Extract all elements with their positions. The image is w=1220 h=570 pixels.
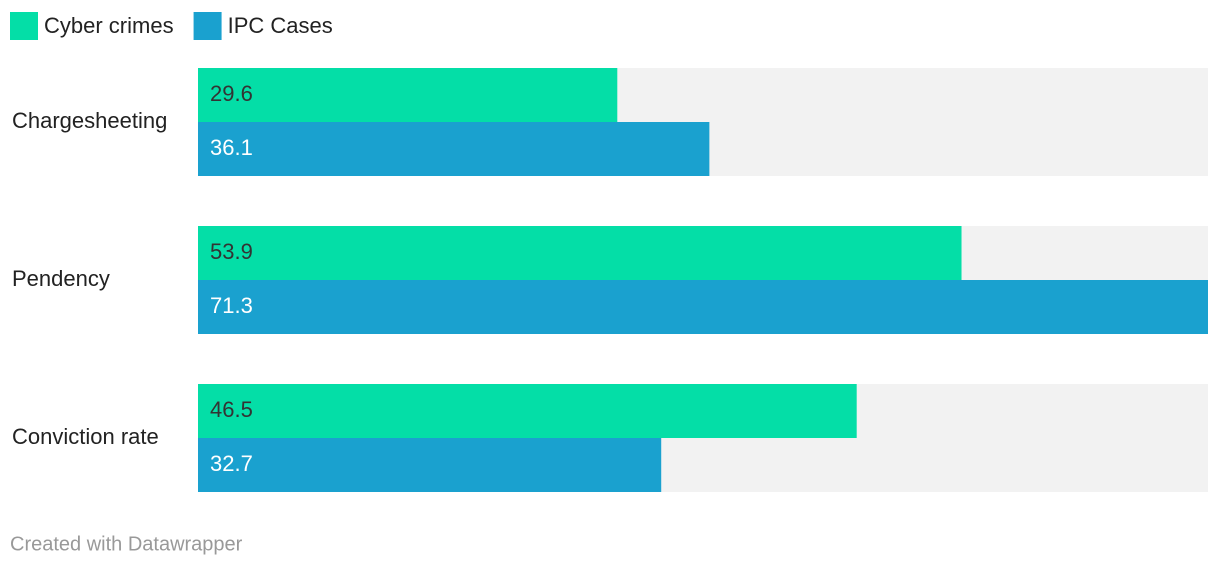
bar xyxy=(198,122,710,176)
value-label: 46.5 xyxy=(210,397,253,422)
category-label: Conviction rate xyxy=(12,424,159,449)
value-label: 36.1 xyxy=(210,135,253,160)
value-label: 29.6 xyxy=(210,81,253,106)
legend-label: IPC Cases xyxy=(228,13,333,38)
legend-swatch xyxy=(10,12,38,40)
bar xyxy=(198,280,1208,334)
category-label: Pendency xyxy=(12,266,110,291)
legend-swatch xyxy=(193,12,222,40)
value-label: 53.9 xyxy=(210,239,253,264)
footer: Created with Datawrapper xyxy=(10,533,243,555)
value-label: 71.3 xyxy=(210,293,253,318)
value-label: 32.7 xyxy=(210,451,253,476)
legend-label: Cyber crimes xyxy=(44,13,174,38)
bar xyxy=(198,226,962,280)
bar xyxy=(198,68,618,122)
category-label: Chargesheeting xyxy=(12,108,167,133)
bar xyxy=(198,384,857,438)
bar xyxy=(198,438,662,492)
